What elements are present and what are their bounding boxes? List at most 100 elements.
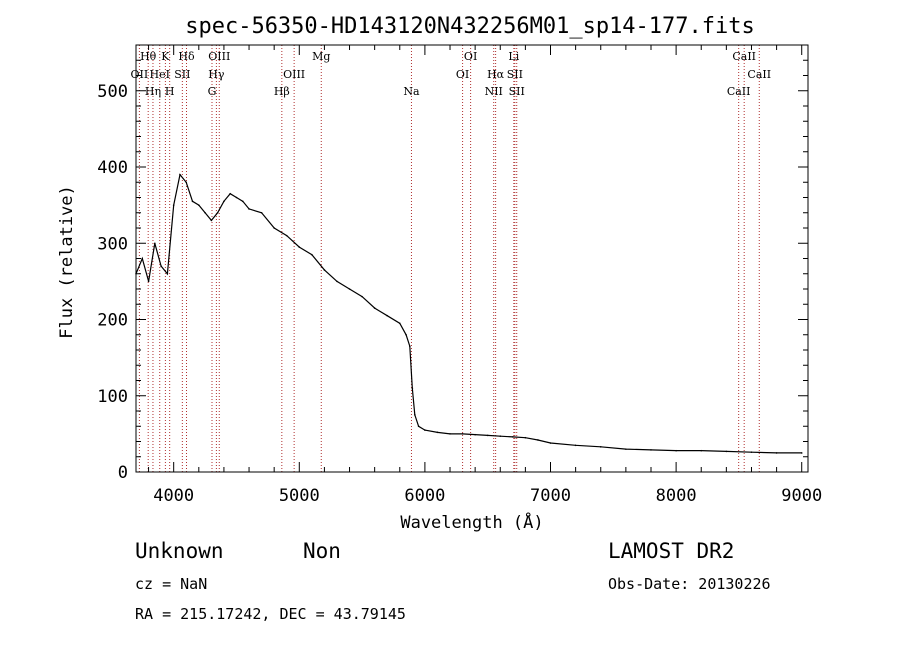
spectrum-point xyxy=(524,436,527,439)
spectrum-point xyxy=(285,234,288,237)
spectrum-point xyxy=(411,387,414,389)
spectral-line-label: OIII xyxy=(208,50,230,63)
spectrum-point xyxy=(386,314,389,317)
plot-frame xyxy=(135,44,809,473)
spectrum-point xyxy=(361,295,363,298)
spectrum-point xyxy=(336,280,338,283)
spectrum-point xyxy=(191,200,194,203)
y-tick-label: 300 xyxy=(97,234,128,254)
spectrum-point xyxy=(800,452,803,454)
spectrum-point xyxy=(449,433,451,435)
x-tick-label: 7000 xyxy=(530,486,571,506)
spectrum-point xyxy=(474,433,476,436)
spectral-line-label: NII xyxy=(485,85,503,98)
spectrum-point xyxy=(625,448,627,450)
spectral-line-label: Na xyxy=(403,85,420,98)
y-tick-labels: 0 100 200 300 400 500 xyxy=(97,82,128,483)
x-tick-label: 9000 xyxy=(781,486,822,506)
spectrum-point xyxy=(700,449,703,452)
spectrum-point xyxy=(417,425,420,428)
spectrum-point xyxy=(499,435,502,437)
spectral-line-label: Hδ xyxy=(178,50,195,63)
spectrum-point xyxy=(409,345,411,347)
spectral-line-label: Hβ xyxy=(274,85,290,98)
spectrum-point xyxy=(248,208,250,210)
spectrum-point xyxy=(141,257,144,260)
spectral-line-label: G xyxy=(208,85,217,98)
spectrum-point xyxy=(373,307,376,309)
survey-name: LAMOST DR2 xyxy=(608,539,735,563)
spectrum-point xyxy=(424,429,426,431)
y-tick-label: 100 xyxy=(97,387,128,407)
spectral-line-label: HeI xyxy=(150,68,170,81)
spectrum-point xyxy=(599,446,602,448)
spectrum-point xyxy=(461,433,464,435)
spectrum-point xyxy=(210,219,213,222)
spectrum-point xyxy=(323,269,326,271)
spectrum-point xyxy=(198,204,200,206)
spectrum-point xyxy=(675,449,677,452)
chart-title: spec-56350-HD143120N432256M01_sp14-177.f… xyxy=(185,14,755,39)
spectral-line-label: Hη xyxy=(145,85,161,98)
spectrum-point xyxy=(260,211,263,214)
spectral-line-label: K xyxy=(161,50,170,63)
spectrum-point xyxy=(241,200,244,203)
x-tick-label: 5000 xyxy=(279,486,320,506)
spectral-line-label: Mg xyxy=(312,50,330,63)
spectral-line-label: Hγ xyxy=(208,68,225,81)
spectral-line-label: SII xyxy=(509,85,525,98)
axis-ticks xyxy=(136,45,808,473)
spectrum-point xyxy=(229,192,232,195)
spectral-line-label: H xyxy=(165,85,175,98)
object-class: Unknown xyxy=(135,539,224,563)
spectrum-point xyxy=(179,173,181,176)
spectrum-point xyxy=(549,442,552,444)
object-subclass: Non xyxy=(303,539,341,563)
spectrum-point xyxy=(725,450,728,453)
spectral-line-label: CaII xyxy=(747,68,771,81)
spectral-lines xyxy=(138,45,760,472)
spectral-line-label: SII xyxy=(507,68,523,81)
spectrum-point xyxy=(166,272,169,275)
y-tick-label: 200 xyxy=(97,311,128,331)
spectral-line-label: OIII xyxy=(283,68,305,81)
spectrum-point xyxy=(750,451,753,453)
spectrum-point xyxy=(273,227,275,229)
spectrum-point xyxy=(486,434,489,437)
spectral-line-label: Hθ xyxy=(140,50,157,63)
spectrum-point xyxy=(235,196,238,199)
x-tick-label: 8000 xyxy=(656,486,697,506)
spectrum-point xyxy=(775,452,778,454)
x-axis-label: Wavelength (Å) xyxy=(400,511,543,533)
spectrum-point xyxy=(398,322,401,325)
spectral-line-label: Hα xyxy=(487,68,505,81)
spectral-line-label: CaII xyxy=(727,85,751,98)
spectrum-point xyxy=(537,439,539,441)
spectrum-point xyxy=(185,181,188,184)
spectrum-point xyxy=(298,246,301,248)
spectrum-point xyxy=(574,444,577,447)
spectrum-series xyxy=(135,173,803,454)
x-tick-labels: 4000 5000 6000 7000 8000 9000 xyxy=(153,486,822,506)
spectral-line-label: SII xyxy=(174,68,190,81)
spectrum-point xyxy=(216,211,219,214)
spectral-line-label: CaII xyxy=(732,50,756,63)
observation-date: Obs-Date: 20130226 xyxy=(608,575,771,593)
spectrum-point xyxy=(436,431,439,434)
spectrum-point xyxy=(223,200,225,203)
spectrum-point xyxy=(311,253,313,256)
y-tick-label: 500 xyxy=(97,82,128,102)
spectral-line-label: OII xyxy=(131,68,149,81)
spectrum-point xyxy=(154,242,156,245)
x-tick-label: 6000 xyxy=(404,486,445,506)
x-tick-label: 4000 xyxy=(153,486,194,506)
spectral-line-label: OI xyxy=(464,50,477,63)
spectrum-point xyxy=(414,414,416,416)
y-axis-label: Flux (relative) xyxy=(57,185,77,339)
y-tick-label: 400 xyxy=(97,158,128,178)
spectrum-point xyxy=(204,211,206,214)
spectrum-point xyxy=(348,288,351,290)
spectrum-line xyxy=(135,173,802,454)
spectrum-point xyxy=(512,436,514,438)
